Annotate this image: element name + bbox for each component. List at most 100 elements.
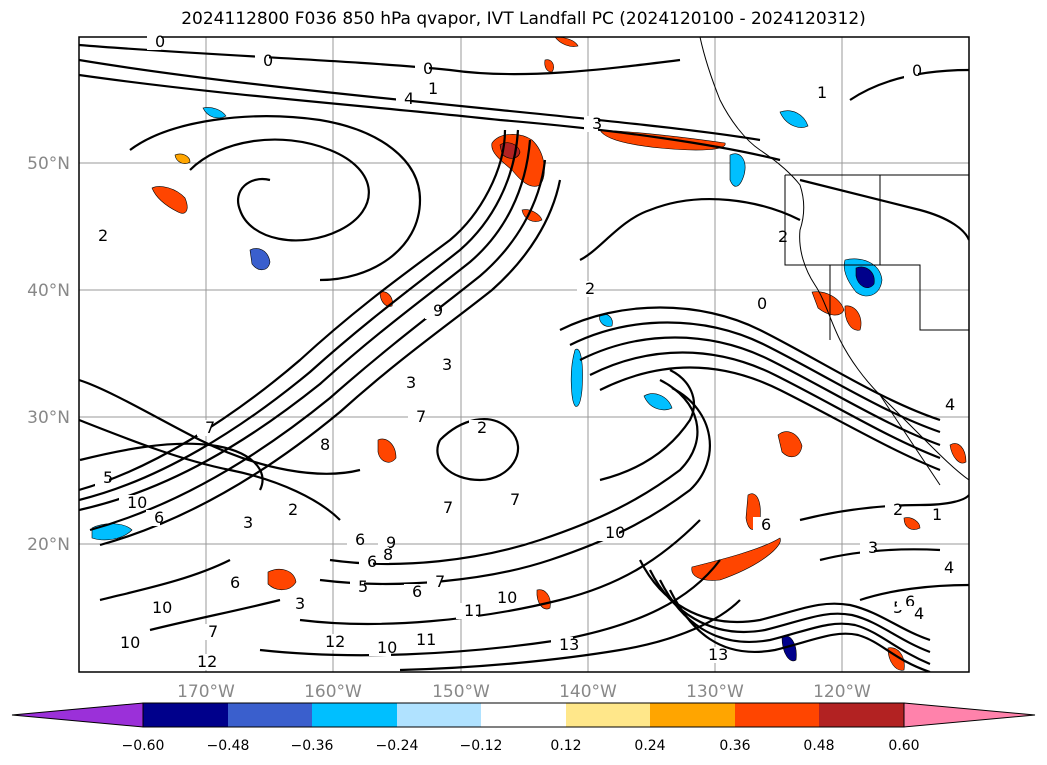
coastline	[699, 37, 969, 486]
contour-label-bg	[200, 624, 214, 640]
contour-label-bg	[359, 554, 373, 570]
contour-label-bg	[770, 229, 784, 245]
contour-label-bg	[425, 303, 439, 319]
contour-label-bg	[235, 515, 249, 531]
contour-label-bg	[885, 502, 899, 518]
contour-label-bg	[700, 647, 722, 663]
contour-label: 2	[477, 418, 487, 437]
colorbar-bin	[143, 703, 228, 727]
contour-label: 7	[435, 572, 445, 591]
contour-label-bg	[396, 91, 410, 107]
contour-label-bg	[937, 397, 951, 413]
map-title: 2024112800 F036 850 hPa qvapor, IVT Land…	[181, 9, 866, 29]
contour-label: 5	[358, 577, 368, 596]
contour-label: 6	[412, 582, 422, 601]
contour-label: 2	[98, 226, 108, 245]
contour-label-bg	[369, 640, 391, 656]
colorbar-tick-label: −0.24	[376, 738, 419, 754]
contour-label-bg	[809, 85, 823, 101]
colorbar-tick-label: 0.24	[634, 738, 665, 754]
contour-label: 11	[464, 601, 484, 620]
contour-label: 7	[208, 622, 218, 641]
contour-label: 10	[120, 633, 140, 652]
contour-label-bg	[584, 116, 598, 132]
contour-label-bg	[119, 495, 141, 511]
contour-label-bg	[255, 53, 269, 69]
colorbar-tick-label: 0.36	[719, 738, 750, 754]
lon-label-150w: 150°W	[432, 682, 490, 702]
contour-label-bg	[456, 603, 478, 619]
contour-label-bg	[189, 654, 211, 670]
lat-label-50n: 50°N	[27, 154, 70, 174]
colorbar-bin	[397, 703, 481, 727]
contour-label: 2	[778, 227, 788, 246]
contour-label-bg	[222, 575, 236, 591]
contour-label-bg	[317, 634, 339, 650]
contour-label: 7	[510, 490, 520, 509]
contour-label: 8	[320, 435, 330, 454]
contour-label: 10	[497, 588, 517, 607]
colorbar-bin	[819, 703, 904, 727]
contour-label: 4	[914, 604, 924, 623]
contour-label: 2	[893, 500, 903, 519]
contour-label: 4	[404, 89, 414, 108]
colorbar-tick-label: −0.60	[122, 738, 165, 754]
lon-label-140w: 140°W	[559, 682, 617, 702]
colorbar-bin	[312, 703, 397, 727]
contour-label: 2	[288, 500, 298, 519]
contour-label-bg	[398, 375, 412, 391]
contour-label-bg	[280, 502, 294, 518]
contour-label: 11	[416, 630, 436, 649]
contour-label: 6	[154, 508, 164, 527]
lat-label-30n: 30°N	[27, 408, 70, 428]
contour-label: 6	[355, 530, 365, 549]
contour-label-bg	[144, 600, 166, 616]
contour-label-bg	[95, 470, 109, 486]
contour-label: 12	[325, 632, 345, 651]
contour-label: 3	[868, 538, 878, 557]
colorbar-tick-label: −0.36	[291, 738, 334, 754]
lon-label-120w: 120°W	[813, 682, 871, 702]
contour-label-bg	[860, 540, 874, 556]
colorbar-bin	[650, 703, 735, 727]
contour-label-bg	[420, 81, 434, 97]
contour-label: 6	[367, 552, 377, 571]
colorbar-bin	[481, 703, 566, 727]
contour-label-bg	[347, 532, 361, 548]
contour-label: 0	[423, 59, 433, 78]
contour-label-bg	[924, 507, 938, 523]
contour-label: 10	[605, 523, 625, 542]
contour-label-bg	[287, 596, 301, 612]
contour-label-bg	[404, 584, 418, 600]
contour-label-bg	[147, 34, 161, 50]
contour-label-bg	[434, 357, 448, 373]
contour-label-bg	[350, 579, 364, 595]
colorbar-under-arrow	[11, 702, 144, 728]
contour-label-bg	[408, 409, 422, 425]
contour-label: 3	[243, 513, 253, 532]
contour-label-bg	[906, 606, 920, 622]
contour-label: 7	[205, 418, 215, 437]
colorbar-tick-label: −0.48	[207, 738, 250, 754]
contour-label: 7	[416, 407, 426, 426]
contour-label-bg	[489, 590, 511, 606]
contour-label: 13	[559, 635, 579, 654]
lon-label-130w: 130°W	[686, 682, 744, 702]
contour-label-bg	[597, 525, 619, 541]
contour-label: 3	[406, 373, 416, 392]
colorbar-bin	[228, 703, 312, 727]
contour-label-bg	[375, 547, 389, 563]
contour-label: 4	[945, 395, 955, 414]
map-background	[79, 37, 969, 672]
colorbar-tick-label: 0.48	[803, 738, 834, 754]
colorbar-frame	[142, 702, 905, 728]
contour-label-bg	[90, 228, 104, 244]
colorbar-bin	[735, 703, 819, 727]
lon-label-170w: 170°W	[177, 682, 235, 702]
contour-label-bg	[936, 560, 950, 576]
contour-label-bg	[753, 517, 767, 533]
contour-label: 6	[230, 573, 240, 592]
contour-label: 2	[585, 279, 595, 298]
contour-label: 6	[761, 515, 771, 534]
